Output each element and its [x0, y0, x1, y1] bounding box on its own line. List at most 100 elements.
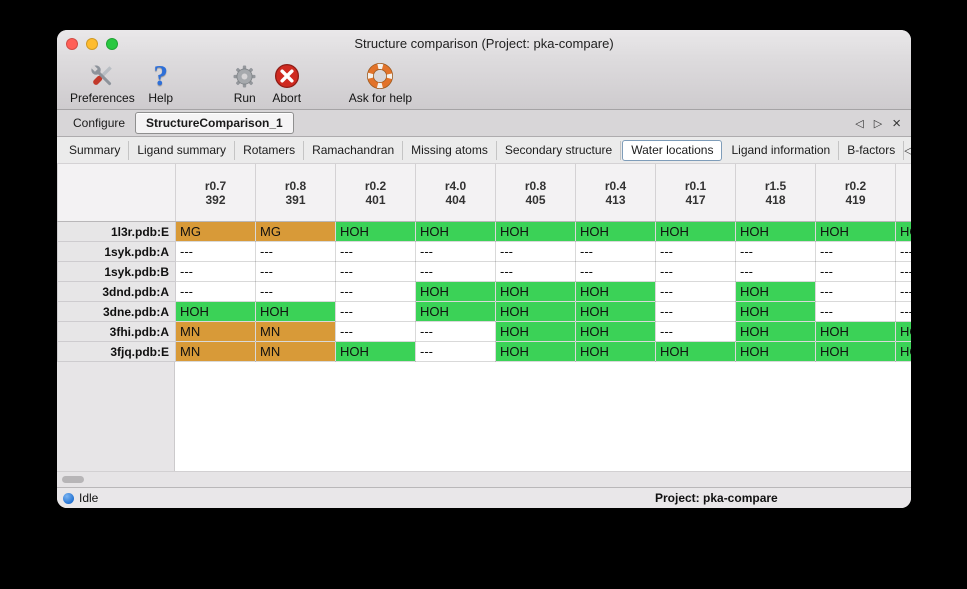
cell-water[interactable]: HOH: [255, 301, 336, 322]
cell-empty[interactable]: ---: [415, 321, 496, 342]
cell-water[interactable]: HOH: [735, 341, 816, 362]
cell-water[interactable]: HOH: [575, 301, 656, 322]
cell-water[interactable]: HOH: [735, 281, 816, 302]
cell-empty[interactable]: ---: [895, 281, 911, 302]
cell-empty[interactable]: ---: [655, 301, 736, 322]
tab-water-locations[interactable]: Water locations: [622, 139, 723, 161]
cell-empty[interactable]: ---: [815, 241, 896, 262]
cell-metal[interactable]: MN: [255, 321, 336, 342]
run-button[interactable]: Run: [224, 60, 266, 105]
cell-water[interactable]: HOH: [815, 341, 896, 362]
cell-empty[interactable]: ---: [335, 321, 416, 342]
cell-empty[interactable]: ---: [575, 261, 656, 282]
cell-water[interactable]: HOH: [495, 341, 576, 362]
column-header[interactable]: r0.8 391: [255, 163, 336, 222]
tab-close-icon[interactable]: ×: [892, 114, 901, 132]
row-label[interactable]: 1syk.pdb:A: [57, 241, 176, 262]
cell-empty[interactable]: ---: [655, 321, 736, 342]
cell-empty[interactable]: ---: [895, 241, 911, 262]
cell-water[interactable]: HOH: [495, 221, 576, 242]
cell-water[interactable]: HOH: [575, 281, 656, 302]
cell-empty[interactable]: ---: [655, 241, 736, 262]
cell-empty[interactable]: ---: [815, 261, 896, 282]
cell-water[interactable]: HOH: [895, 341, 911, 362]
tab-scroll-left-icon[interactable]: ◁: [855, 117, 864, 130]
tab-configure[interactable]: Configure: [73, 116, 126, 130]
column-header[interactable]: r0.2 419: [815, 163, 896, 222]
cell-water[interactable]: HOH: [895, 221, 911, 242]
cell-empty[interactable]: ---: [335, 241, 416, 262]
cell-metal[interactable]: MN: [255, 341, 336, 362]
cell-water[interactable]: HOH: [335, 221, 416, 242]
cell-water[interactable]: HOH: [575, 321, 656, 342]
cell-water[interactable]: HOH: [735, 321, 816, 342]
abort-button[interactable]: Abort: [266, 60, 308, 105]
horizontal-scrollbar[interactable]: [57, 471, 911, 487]
cell-empty[interactable]: ---: [495, 261, 576, 282]
column-header[interactable]: r1.5 418: [735, 163, 816, 222]
cell-empty[interactable]: ---: [335, 261, 416, 282]
cell-water[interactable]: HOH: [495, 321, 576, 342]
column-header[interactable]: r0.8 405: [495, 163, 576, 222]
tab-ligand-summary[interactable]: Ligand summary: [129, 140, 236, 160]
tab-summary[interactable]: Summary: [61, 140, 130, 160]
tab-ramachandran[interactable]: Ramachandran: [304, 140, 404, 160]
cell-water[interactable]: HOH: [495, 301, 576, 322]
cell-water[interactable]: HOH: [735, 301, 816, 322]
cell-empty[interactable]: ---: [335, 281, 416, 302]
tab-missing-atoms[interactable]: Missing atoms: [403, 140, 497, 160]
cell-empty[interactable]: ---: [175, 241, 256, 262]
cell-water[interactable]: HOH: [575, 221, 656, 242]
row-label[interactable]: 1l3r.pdb:E: [57, 221, 176, 242]
cell-water[interactable]: HOH: [815, 221, 896, 242]
ask-for-help-button[interactable]: Ask for help: [344, 60, 417, 105]
minimize-button[interactable]: [86, 37, 98, 50]
tab-scroll-right-icon[interactable]: ▷: [873, 117, 883, 130]
cell-empty[interactable]: ---: [415, 261, 496, 282]
cell-water[interactable]: HOH: [335, 341, 416, 362]
row-label[interactable]: 3dne.pdb:A: [57, 301, 176, 322]
column-header[interactable]: r0.4 413: [575, 163, 656, 222]
tab-b-factors[interactable]: B-factors: [839, 140, 905, 160]
cell-metal[interactable]: MG: [175, 221, 256, 242]
cell-water[interactable]: HOH: [575, 341, 656, 362]
cell-metal[interactable]: MG: [255, 221, 336, 242]
cell-empty[interactable]: ---: [655, 261, 736, 282]
column-header[interactable]: [895, 163, 911, 222]
subtab-scroll-left-icon[interactable]: ◁: [904, 144, 911, 157]
cell-empty[interactable]: ---: [415, 241, 496, 262]
tab-secondary-structure[interactable]: Secondary structure: [497, 140, 622, 160]
cell-water[interactable]: HOH: [655, 341, 736, 362]
zoom-button[interactable]: [106, 37, 118, 50]
cell-metal[interactable]: MN: [175, 321, 256, 342]
row-label[interactable]: 3dnd.pdb:A: [57, 281, 176, 302]
cell-empty[interactable]: ---: [815, 281, 896, 302]
help-button[interactable]: ? Help: [140, 60, 182, 105]
tab-ligand-information[interactable]: Ligand information: [723, 140, 840, 160]
scrollbar-thumb[interactable]: [62, 476, 84, 483]
cell-empty[interactable]: ---: [255, 241, 336, 262]
cell-water[interactable]: HOH: [415, 301, 496, 322]
cell-empty[interactable]: ---: [895, 301, 911, 322]
cell-empty[interactable]: ---: [655, 281, 736, 302]
column-header[interactable]: r4.0 404: [415, 163, 496, 222]
row-label[interactable]: 3fjq.pdb:E: [57, 341, 176, 362]
row-label[interactable]: 3fhi.pdb:A: [57, 321, 176, 342]
cell-empty[interactable]: ---: [255, 281, 336, 302]
cell-water[interactable]: HOH: [815, 321, 896, 342]
column-header[interactable]: r0.1 417: [655, 163, 736, 222]
cell-empty[interactable]: ---: [175, 281, 256, 302]
cell-empty[interactable]: ---: [335, 301, 416, 322]
cell-water[interactable]: HOH: [415, 281, 496, 302]
cell-empty[interactable]: ---: [415, 341, 496, 362]
cell-water[interactable]: HOH: [415, 221, 496, 242]
column-header[interactable]: r0.7 392: [175, 163, 256, 222]
tab-structurecomparison-1[interactable]: StructureComparison_1: [135, 112, 294, 134]
column-header[interactable]: r0.2 401: [335, 163, 416, 222]
cell-empty[interactable]: ---: [575, 241, 656, 262]
cell-water[interactable]: HOH: [735, 221, 816, 242]
cell-empty[interactable]: ---: [735, 261, 816, 282]
cell-water[interactable]: HOH: [175, 301, 256, 322]
cell-water[interactable]: HOH: [655, 221, 736, 242]
cell-empty[interactable]: ---: [255, 261, 336, 282]
